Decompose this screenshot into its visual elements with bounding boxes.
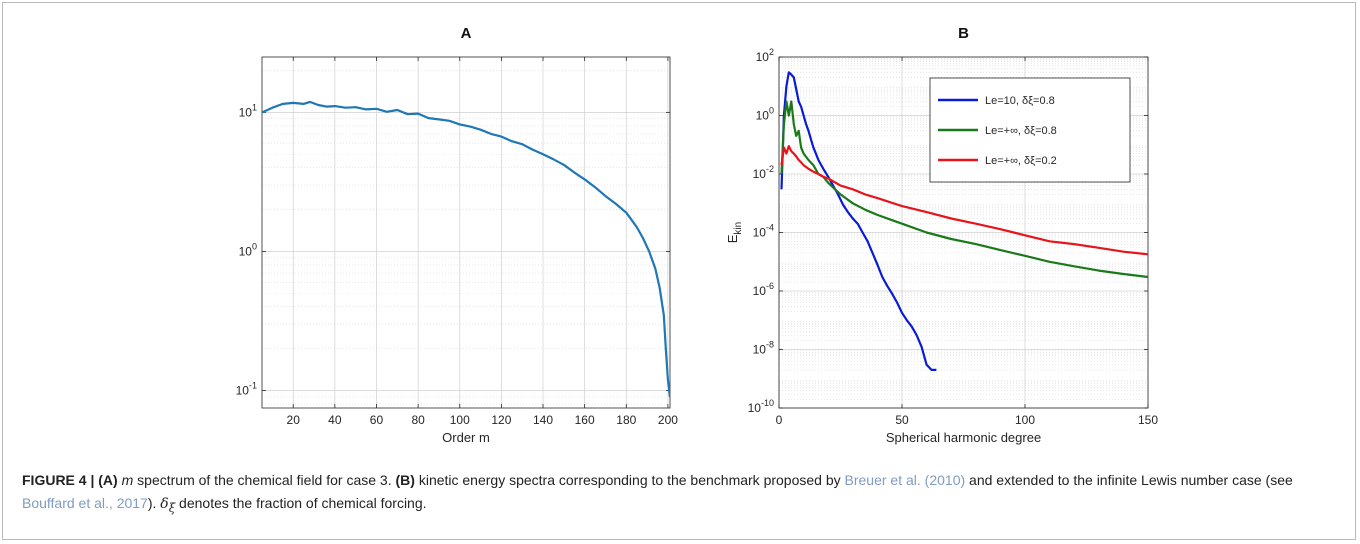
x-tick-label: 160 bbox=[575, 413, 595, 427]
series-line-1 bbox=[780, 71, 937, 371]
x-tick-label: 100 bbox=[1015, 413, 1035, 427]
legend-label: Le=+∞, δξ=0.2 bbox=[985, 155, 1057, 167]
x-tick-label: 180 bbox=[616, 413, 636, 427]
caption-delta-sub: ξ bbox=[168, 500, 176, 515]
panel-title: B bbox=[958, 25, 969, 42]
x-tick-label: 40 bbox=[328, 413, 342, 427]
y-tick-label: 10-8 bbox=[753, 340, 774, 357]
legend-label: Le=10, δξ=0.8 bbox=[985, 95, 1055, 107]
y-tick-label: 100 bbox=[239, 241, 257, 258]
series-line-1 bbox=[262, 100, 670, 398]
caption-a-m: m bbox=[117, 472, 134, 488]
caption-b-text-1: kinetic energy spectra corresponding to … bbox=[414, 472, 845, 488]
caption-delta-symbol: δ bbox=[160, 496, 169, 512]
x-tick-label: 50 bbox=[895, 413, 909, 427]
y-tick-label: 10-2 bbox=[753, 164, 774, 181]
y-tick-label: 100 bbox=[756, 106, 774, 123]
caption-b-text-3: ). bbox=[147, 495, 161, 511]
x-tick-label: 200 bbox=[658, 413, 678, 427]
x-axis-label: Spherical harmonic degree bbox=[886, 430, 1041, 445]
caption-a-tag: (A) bbox=[98, 472, 118, 488]
x-tick-label: 80 bbox=[411, 413, 425, 427]
y-tick-label: 10-4 bbox=[753, 223, 774, 240]
citation-bouffard-link[interactable]: Bouffard et al., 2017 bbox=[22, 495, 148, 511]
x-tick-label: 0 bbox=[776, 413, 783, 427]
x-tick-label: 140 bbox=[533, 413, 553, 427]
citation-breuer-link[interactable]: Breuer et al. (2010) bbox=[844, 472, 966, 488]
x-tick-label: 120 bbox=[491, 413, 511, 427]
y-tick-label: 10-10 bbox=[748, 398, 774, 415]
panel-b-chart: 0 50 100 150 10-10 10-8 10-6 10-4 10-2 100 102 B Sph… bbox=[725, 25, 1158, 445]
panel-title: A bbox=[461, 25, 472, 42]
caption-b-tag: (B) bbox=[395, 472, 415, 488]
x-axis-label: Order m bbox=[442, 430, 490, 445]
caption-b-text-2: and extended to the infinite Lewis numbe… bbox=[965, 472, 1293, 488]
x-tick-label: 150 bbox=[1138, 413, 1158, 427]
figure-caption: FIGURE 4 | (A) m spectrum of the chemica… bbox=[22, 469, 1342, 520]
series-line-2 bbox=[780, 100, 1148, 279]
caption-figure-label: FIGURE 4 | bbox=[22, 472, 99, 488]
x-tick-label: 100 bbox=[450, 413, 470, 427]
x-tick-label: 20 bbox=[287, 413, 301, 427]
y-axis-label: Ekin bbox=[725, 222, 744, 243]
y-tick-label: 10-6 bbox=[753, 281, 774, 298]
figure-canvas: 20 40 60 80 100 120 140 160 180 200 10-1 100 101 A Ord… bbox=[236, 25, 1159, 445]
axes-box bbox=[261, 56, 671, 409]
caption-b-text-4: denotes the fraction of chemical forcing… bbox=[175, 495, 427, 511]
y-tick-label: 102 bbox=[756, 47, 774, 64]
y-tick-label: 101 bbox=[239, 102, 257, 119]
panel-a-chart: 20 40 60 80 100 120 140 160 180 200 10-1 100 101 A Ord… bbox=[236, 25, 679, 445]
series-line-3 bbox=[780, 145, 1148, 256]
legend-label: Le=+∞, δξ=0.8 bbox=[985, 125, 1057, 137]
x-tick-label: 60 bbox=[370, 413, 384, 427]
caption-a-text: spectrum of the chemical field for case … bbox=[133, 472, 396, 488]
y-tick-label: 10-1 bbox=[236, 381, 257, 398]
